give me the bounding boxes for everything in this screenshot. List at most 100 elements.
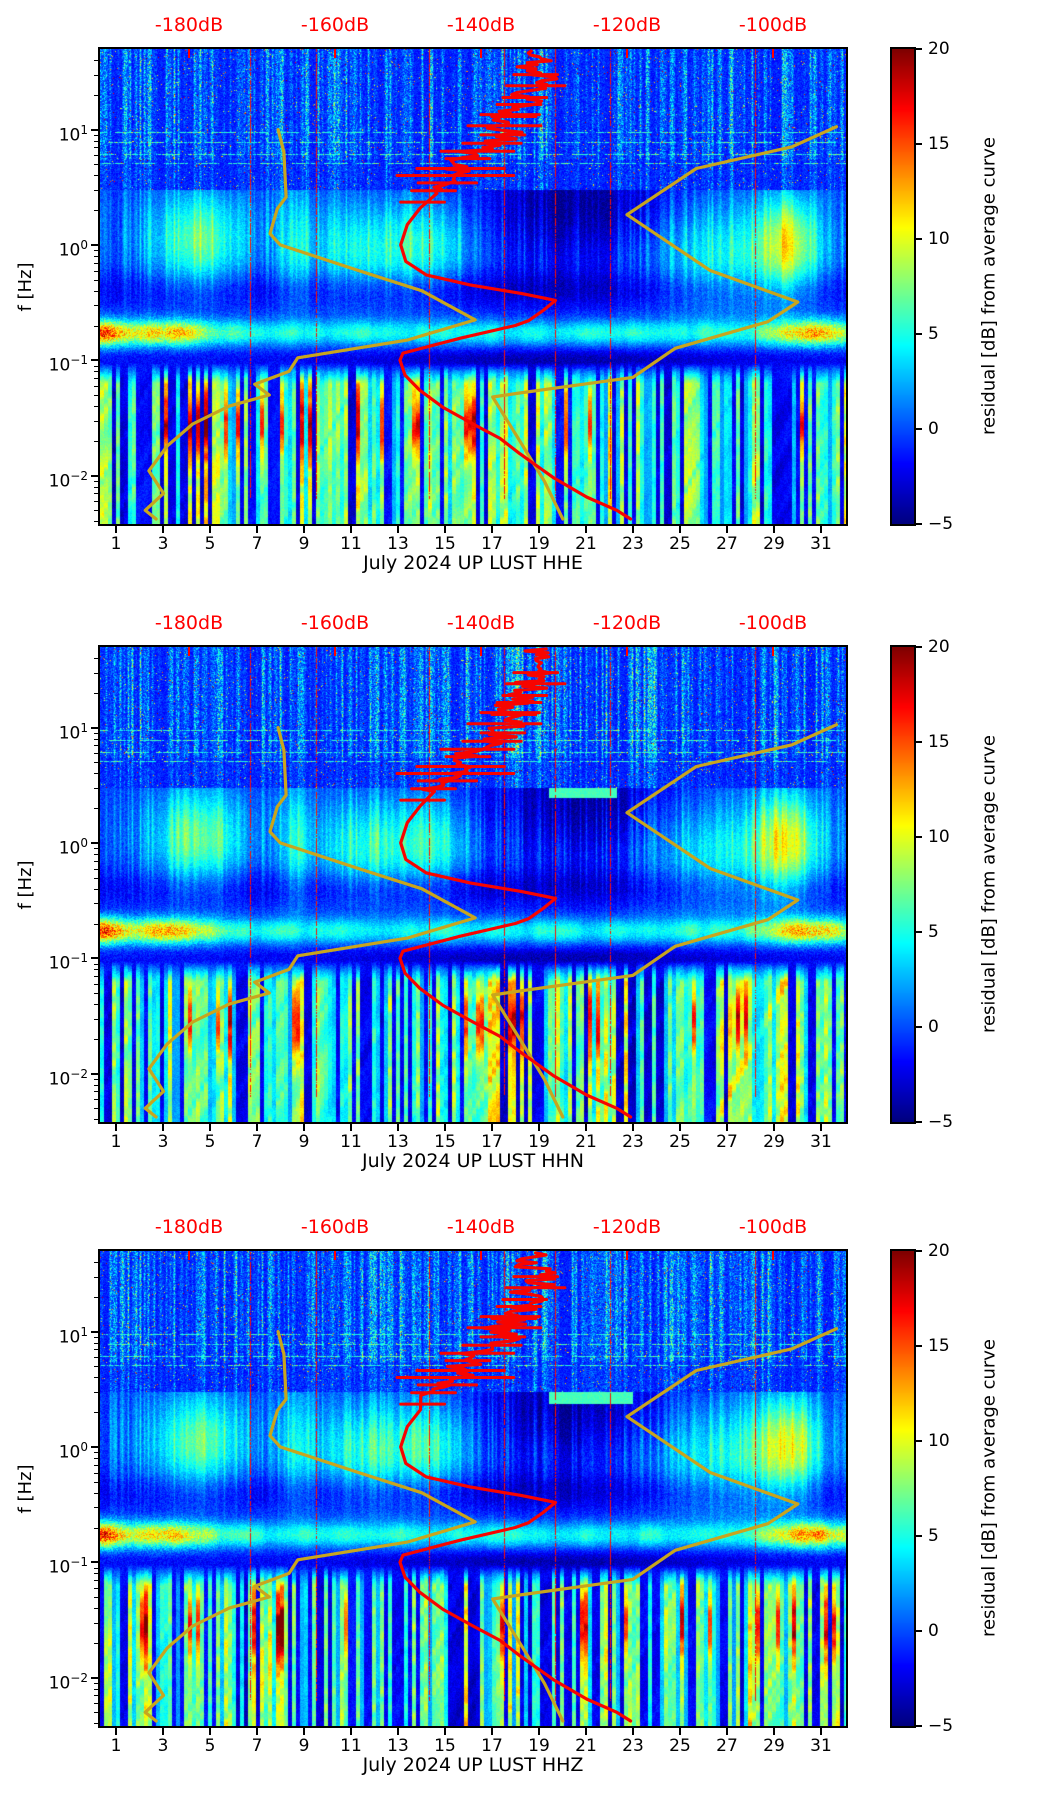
x-axis-tick — [303, 1124, 305, 1131]
x-axis-tick — [115, 1728, 117, 1735]
colorbar-tick-label: 20 — [928, 1241, 950, 1261]
top-axis-db-label: -100dB — [738, 14, 808, 36]
y-axis-minor-tick — [94, 1682, 98, 1684]
colorbar-tick-label: 10 — [928, 1431, 950, 1451]
x-axis-tick — [303, 1728, 305, 1735]
x-axis-tick-label: 31 — [810, 1132, 832, 1152]
colorbar-tick — [916, 1345, 922, 1347]
y-axis-minor-tick — [94, 140, 98, 142]
y-axis-minor-tick — [94, 1723, 98, 1725]
y-axis-minor-tick — [94, 1377, 98, 1379]
red-average-psd-curve — [398, 49, 633, 521]
y-axis-tick-label: 101 — [58, 720, 88, 744]
plot-area — [98, 47, 848, 526]
y-axis-tick — [91, 1561, 98, 1564]
y-axis-tick — [91, 841, 98, 844]
x-axis-tick-label: 11 — [340, 1132, 362, 1152]
x-axis-tick — [726, 526, 728, 533]
top-axis-db-label: -140dB — [446, 1216, 516, 1238]
y-axis-minor-tick — [94, 1573, 98, 1575]
top-axis-db-label: -120dB — [592, 1216, 662, 1238]
colorbar-tick-label: 15 — [928, 134, 950, 154]
colorbar-tick — [916, 333, 922, 335]
y-axis-minor-tick — [94, 1587, 98, 1589]
y-axis-minor-tick — [94, 1336, 98, 1338]
x-axis-tick-label: 25 — [669, 1132, 691, 1152]
colorbar-tick — [916, 1440, 922, 1442]
x-axis-tick — [444, 1124, 446, 1131]
colorbar-label: residual [dB] from average curve — [978, 136, 1000, 436]
y-axis-minor-tick — [94, 1366, 98, 1368]
top-axis-db-label: -160dB — [300, 14, 370, 36]
y-axis-tick-label: 101 — [58, 122, 88, 146]
x-axis-tick — [632, 1728, 634, 1735]
colorbar — [890, 1249, 916, 1728]
x-axis-tick-label: 21 — [575, 1132, 597, 1152]
y-axis-tick-label: 100 — [58, 237, 88, 261]
x-axis-tick — [444, 526, 446, 533]
top-axis-db-label: -100dB — [738, 612, 808, 634]
y-axis-minor-tick — [94, 1567, 98, 1569]
x-axis-tick-label: 13 — [387, 1736, 409, 1756]
x-axis-tick-label: 3 — [157, 1132, 169, 1152]
x-axis-tick-label: 11 — [340, 534, 362, 554]
y-axis-minor-tick — [94, 658, 98, 660]
top-axis-red-tick — [480, 647, 482, 656]
yellow-low-noise-model-curve — [143, 726, 477, 1119]
colorbar-tick-label: 5 — [928, 324, 939, 344]
y-axis-minor-tick — [94, 256, 98, 258]
y-axis-minor-tick — [94, 94, 98, 96]
y-axis-minor-tick — [94, 1580, 98, 1582]
x-axis-tick — [397, 1124, 399, 1131]
x-axis-tick-label: 17 — [481, 534, 503, 554]
y-axis-minor-tick — [94, 888, 98, 890]
y-axis-minor-tick — [94, 1357, 98, 1359]
y-axis-minor-tick — [94, 692, 98, 694]
red-average-psd-curve — [398, 1251, 633, 1723]
y-axis-minor-tick — [94, 394, 98, 396]
x-axis-tick — [679, 1728, 681, 1735]
top-axis-red-tick — [334, 1251, 336, 1260]
y-axis-tick — [91, 1330, 98, 1333]
x-axis-tick — [444, 1728, 446, 1735]
overlay-curves — [143, 1251, 839, 1723]
y-axis-tick-label: 100 — [58, 835, 88, 859]
x-axis-tick — [585, 526, 587, 533]
x-axis-tick-label: 25 — [669, 1736, 691, 1756]
top-axis-red-tick — [334, 49, 336, 58]
y-axis-minor-tick — [94, 521, 98, 523]
y-axis-tick-label: 10−1 — [48, 951, 88, 974]
y-axis-minor-tick — [94, 210, 98, 212]
y-axis-minor-tick — [94, 732, 98, 734]
x-axis-tick — [726, 1728, 728, 1735]
spectrogram-panel-hhn: f [Hz] residual [dB] from average curve … — [0, 598, 1052, 1196]
top-axis-red-tick — [772, 1251, 774, 1260]
y-axis-minor-tick — [94, 745, 98, 747]
x-axis-tick — [209, 1124, 211, 1131]
y-axis-minor-tick — [94, 510, 98, 512]
x-axis-tick — [632, 1124, 634, 1131]
plot-area — [98, 1249, 848, 1728]
yellow-high-noise-model-curve — [491, 125, 839, 521]
colorbar-tick — [916, 741, 922, 743]
colorbar-gradient — [892, 49, 914, 524]
y-axis-minor-tick — [94, 877, 98, 879]
y-axis-tick — [91, 128, 98, 131]
colorbar-gradient — [892, 647, 914, 1122]
x-axis-tick-label: 25 — [669, 534, 691, 554]
y-axis-minor-tick — [94, 903, 98, 905]
x-axis-tick — [303, 526, 305, 533]
top-axis-db-label: -160dB — [300, 612, 370, 634]
x-axis-tick — [820, 1728, 822, 1735]
x-axis-tick — [162, 526, 164, 533]
colorbar-label: residual [dB] from average curve — [978, 1338, 1000, 1638]
y-axis-minor-tick — [94, 1296, 98, 1298]
x-axis-tick — [491, 1124, 493, 1131]
top-axis-red-tick — [188, 49, 190, 58]
top-axis-red-tick — [188, 1251, 190, 1260]
y-axis-label: f [Hz] — [15, 1464, 36, 1514]
x-axis-tick-label: 15 — [434, 1132, 456, 1152]
x-axis-tick-label: 21 — [575, 534, 597, 554]
y-axis-minor-tick — [94, 365, 98, 367]
